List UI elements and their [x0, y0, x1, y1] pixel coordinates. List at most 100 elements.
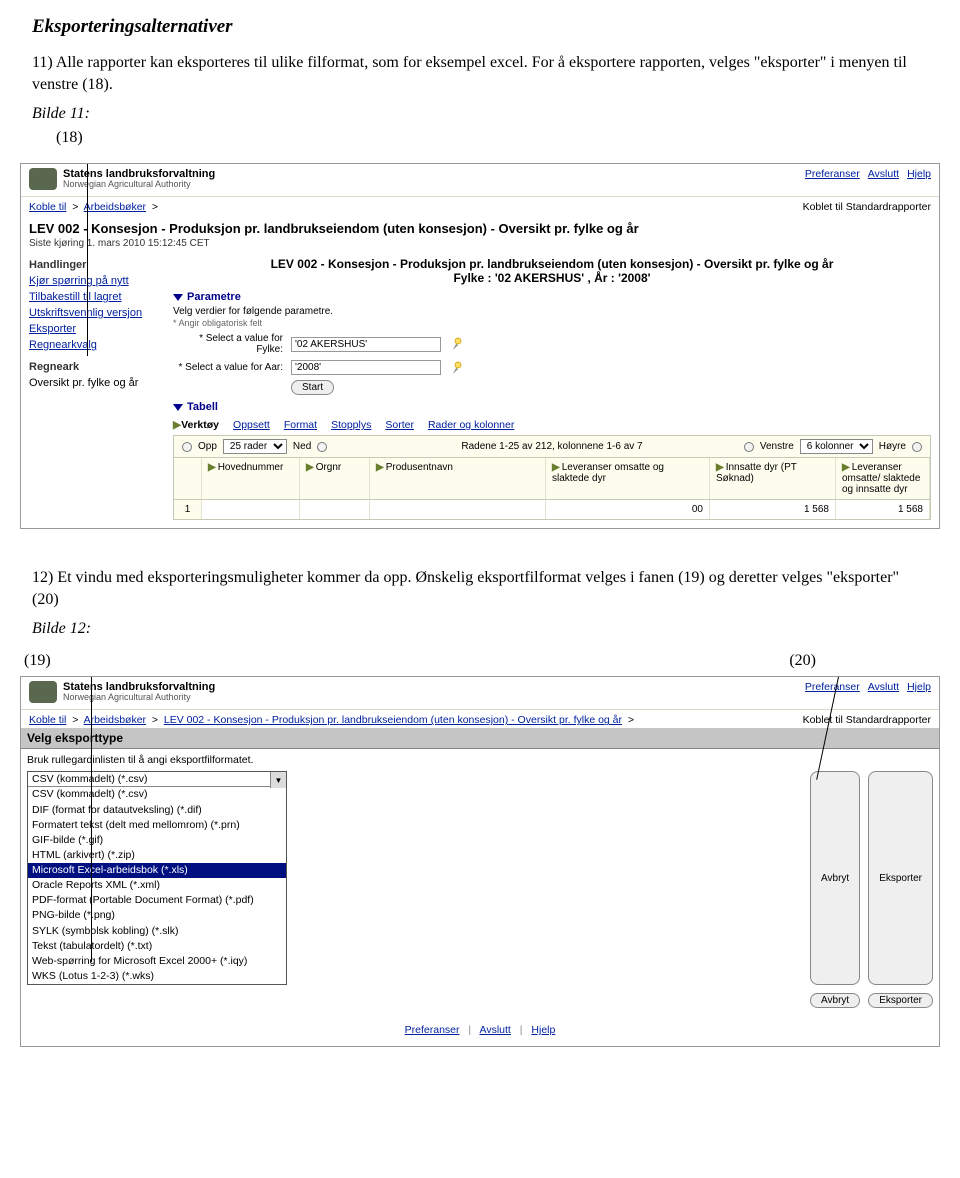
export-format-select[interactable]: CSV (kommadelt) (*.csv) ▼ CSV (kommadelt…	[27, 771, 287, 985]
side-link-tilbakestill[interactable]: Tilbakestill til lagret	[29, 291, 163, 303]
side-link-utskrift[interactable]: Utskriftsvennlig versjon	[29, 307, 163, 319]
brand: Statens landbruksforvaltning Norwegian A…	[29, 681, 215, 703]
export-option[interactable]: HTML (arkivert) (*.zip)	[28, 848, 286, 863]
paragraph-11: 11) Alle rapporter kan eksporteres til u…	[32, 52, 928, 95]
side-link-regnearkvalg[interactable]: Regnearkvalg	[29, 339, 163, 351]
report-title: LEV 002 - Konsesjon - Produksjon pr. lan…	[21, 215, 939, 238]
param-aar-input[interactable]	[291, 360, 441, 375]
footer-hjelp[interactable]: Hjelp	[531, 1024, 555, 1036]
pager-hoyre: Høyre	[879, 441, 906, 452]
param-fylke-input[interactable]	[291, 337, 441, 352]
side-oversikt: Oversikt pr. fylke og år	[29, 377, 163, 389]
report-lastrun: Siste kjøring 1. mars 2010 15:12:45 CET	[21, 238, 939, 253]
start-button[interactable]: Start	[291, 380, 334, 395]
brand-logo	[29, 168, 57, 190]
export-option[interactable]: Microsoft Excel-arbeidsbok (*.xls)	[28, 863, 286, 878]
ref-20: (20)	[789, 652, 936, 670]
bilde-11-label: Bilde 11:	[32, 105, 928, 123]
param-fylke-label: * Select a value for Fylke:	[173, 333, 283, 355]
col-leveranser-1[interactable]: ▶Leveranser omsatte og slaktede dyr	[546, 458, 710, 499]
side-handlinger-header: Handlinger	[29, 259, 163, 271]
pager-up-icon[interactable]	[182, 442, 192, 452]
crumb-report[interactable]: LEV 002 - Konsesjon - Produksjon pr. lan…	[164, 714, 622, 726]
avbryt-button-2[interactable]: Avbryt	[810, 993, 860, 1008]
link-avslutt[interactable]: Avslutt	[868, 681, 899, 693]
export-option[interactable]: DIF (format for datautveksling) (*.dif)	[28, 803, 286, 818]
pager-opp: Opp	[198, 441, 217, 452]
toolbar-rader[interactable]: Rader og kolonner	[428, 419, 514, 431]
pager-left-icon[interactable]	[744, 442, 754, 452]
toolbar-oppsett[interactable]: Oppsett	[233, 419, 270, 431]
ref-18: (18)	[56, 129, 928, 147]
lookup-icon[interactable]	[449, 337, 463, 351]
link-hjelp[interactable]: Hjelp	[907, 681, 931, 693]
col-orgnr[interactable]: ▶Orgnr	[300, 458, 370, 499]
col-hovednummer[interactable]: ▶Hovednummer	[202, 458, 300, 499]
param-desc: Velg verdier for følgende parametre.	[173, 306, 931, 317]
export-options-list: CSV (kommadelt) (*.csv)DIF (format for d…	[28, 787, 286, 984]
export-option[interactable]: Tekst (tabulatordelt) (*.txt)	[28, 939, 286, 954]
screenshot-12: Statens landbruksforvaltning Norwegian A…	[20, 676, 940, 1047]
side-link-kjor[interactable]: Kjør spørring på nytt	[29, 275, 163, 287]
main-center-title: LEV 002 - Konsesjon - Produksjon pr. lan…	[173, 257, 931, 271]
export-option[interactable]: SYLK (symbolsk kobling) (*.slk)	[28, 924, 286, 939]
side-regneark-header: Regneark	[29, 361, 163, 373]
export-option[interactable]: WKS (Lotus 1-2-3) (*.wks)	[28, 969, 286, 984]
col-produsentnavn[interactable]: ▶Produsentnavn	[370, 458, 546, 499]
tabell-header[interactable]: Tabell	[173, 401, 931, 413]
side-link-eksporter[interactable]: Eksporter	[29, 323, 163, 335]
crumb-koble-til[interactable]: Koble til	[29, 714, 66, 726]
brand-line2: Norwegian Agricultural Authority	[63, 693, 215, 702]
eksporter-button[interactable]: Eksporter	[868, 771, 933, 985]
link-preferences[interactable]: Preferanser	[805, 681, 860, 693]
toolbar-verktoy[interactable]: Verktøy	[181, 419, 219, 431]
param-note: * Angir obligatorisk felt	[173, 318, 931, 328]
pager-right-icon[interactable]	[912, 442, 922, 452]
link-avslutt[interactable]: Avslutt	[868, 168, 899, 180]
pager-venstre: Venstre	[760, 441, 794, 452]
cell-lev1: 00	[546, 500, 710, 519]
col-idx	[174, 458, 202, 499]
toolbar-format[interactable]: Format	[284, 419, 317, 431]
pager-down-icon[interactable]	[317, 442, 327, 452]
parametre-header[interactable]: Parametre	[173, 291, 931, 303]
export-option[interactable]: GIF-bilde (*.gif)	[28, 833, 286, 848]
footer-avslutt[interactable]: Avslutt	[480, 1024, 511, 1036]
cell-hn	[202, 500, 300, 519]
link-hjelp[interactable]: Hjelp	[907, 168, 931, 180]
cell-org	[300, 500, 370, 519]
chevron-down-icon[interactable]: ▼	[270, 772, 286, 788]
crumb-arbeidsboker[interactable]: Arbeidsbøker	[84, 714, 146, 726]
pager-ned: Ned	[293, 441, 311, 452]
crumb-arbeidsboker[interactable]: Arbeidsbøker	[84, 201, 146, 213]
chevron-down-icon	[173, 404, 183, 411]
crumb-koble-til[interactable]: Koble til	[29, 201, 66, 213]
cell-inn: 1 568	[710, 500, 836, 519]
pager-cols-select[interactable]: 6 kolonner	[800, 439, 873, 454]
export-option[interactable]: Formatert tekst (delt med mellomrom) (*.…	[28, 818, 286, 833]
col-innsatte[interactable]: ▶Innsatte dyr (PT Søknad)	[710, 458, 836, 499]
lookup-icon[interactable]	[449, 361, 463, 375]
table-row: 1 00 1 568 1 568	[173, 500, 931, 520]
chevron-down-icon	[173, 294, 183, 301]
brand-line2: Norwegian Agricultural Authority	[63, 180, 215, 189]
eksporter-button-2[interactable]: Eksporter	[868, 993, 933, 1008]
brand: Statens landbruksforvaltning Norwegian A…	[29, 168, 215, 190]
footer-pref[interactable]: Preferanser	[405, 1024, 460, 1036]
col-leveranser-2[interactable]: ▶Leveranser omsatte/ slaktede og innsatt…	[836, 458, 930, 499]
ref-19: (19)	[24, 652, 51, 670]
parametre-label: Parametre	[187, 291, 241, 303]
section-title: Eksporteringsalternativer	[32, 16, 928, 38]
export-option[interactable]: Web-spørring for Microsoft Excel 2000+ (…	[28, 954, 286, 969]
export-option[interactable]: PNG-bilde (*.png)	[28, 908, 286, 923]
pager-rows-select[interactable]: 25 rader	[223, 439, 287, 454]
link-preferences[interactable]: Preferanser	[805, 168, 860, 180]
export-option[interactable]: Oracle Reports XML (*.xml)	[28, 878, 286, 893]
export-title: Velg eksporttype	[21, 728, 939, 749]
avbryt-button[interactable]: Avbryt	[810, 771, 860, 985]
connection-label: Koblet til Standardrapporter	[803, 201, 931, 213]
export-option[interactable]: PDF-format (Portable Document Format) (*…	[28, 893, 286, 908]
toolbar-stopplys[interactable]: Stopplys	[331, 419, 371, 431]
toolbar-sorter[interactable]: Sorter	[385, 419, 414, 431]
export-option[interactable]: CSV (kommadelt) (*.csv)	[28, 787, 286, 802]
